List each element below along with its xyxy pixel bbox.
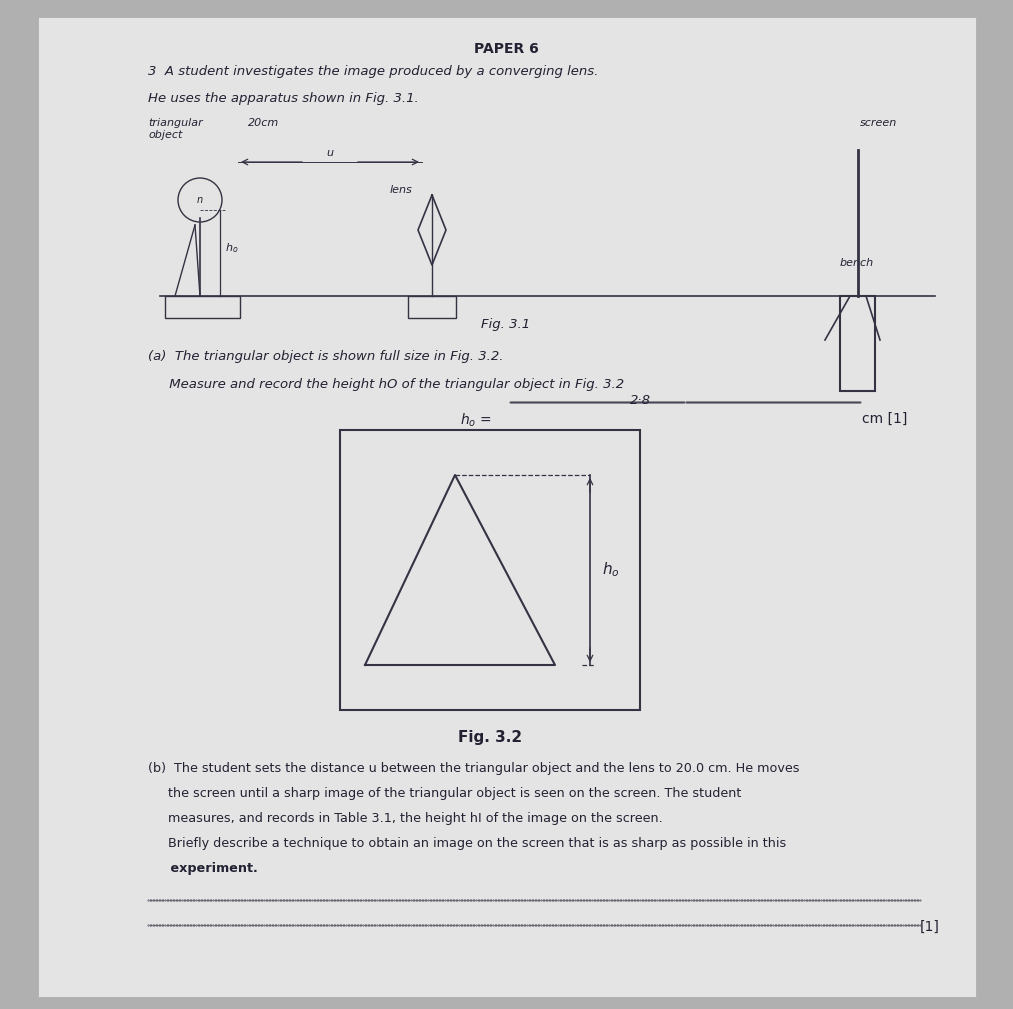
Text: (b)  The student sets the distance u between the triangular object and the lens : (b) The student sets the distance u betw…	[148, 762, 799, 775]
Text: triangular
object: triangular object	[148, 118, 203, 140]
Bar	[340, 430, 640, 710]
Text: bench: bench	[840, 258, 874, 268]
Text: lens: lens	[390, 185, 412, 195]
Text: u: u	[326, 148, 333, 158]
FancyBboxPatch shape	[38, 17, 976, 997]
Text: n: n	[197, 195, 203, 205]
Text: experiment.: experiment.	[148, 862, 257, 875]
Text: 2·8: 2·8	[630, 394, 651, 407]
Text: PAPER 6: PAPER 6	[474, 42, 538, 57]
Text: cm [1]: cm [1]	[862, 412, 908, 426]
Text: Fig. 3.1: Fig. 3.1	[481, 318, 531, 331]
Text: Fig. 3.2: Fig. 3.2	[458, 730, 522, 745]
Text: measures, and records in Table 3.1, the height hI of the image on the screen.: measures, and records in Table 3.1, the …	[148, 812, 663, 825]
Text: $h_o$: $h_o$	[225, 241, 238, 255]
Bar	[408, 296, 456, 318]
Text: Measure and record the height hO of the triangular object in Fig. 3.2: Measure and record the height hO of the …	[148, 378, 624, 391]
Bar	[840, 296, 875, 391]
Text: the screen until a sharp image of the triangular object is seen on the screen. T: the screen until a sharp image of the tr…	[148, 787, 742, 800]
Text: 20cm: 20cm	[248, 118, 280, 128]
Bar	[165, 296, 240, 318]
Text: (a)  The triangular object is shown full size in Fig. 3.2.: (a) The triangular object is shown full …	[148, 350, 503, 363]
Text: Briefly describe a technique to obtain an image on the screen that is as sharp a: Briefly describe a technique to obtain a…	[148, 837, 786, 850]
Text: [1]: [1]	[920, 920, 940, 934]
Text: $h_o$ =: $h_o$ =	[460, 412, 491, 430]
Text: $h_o$: $h_o$	[602, 561, 620, 579]
Text: He uses the apparatus shown in Fig. 3.1.: He uses the apparatus shown in Fig. 3.1.	[148, 92, 418, 105]
Text: screen: screen	[860, 118, 898, 128]
Text: 3  A student investigates the image produced by a converging lens.: 3 A student investigates the image produ…	[148, 65, 599, 78]
